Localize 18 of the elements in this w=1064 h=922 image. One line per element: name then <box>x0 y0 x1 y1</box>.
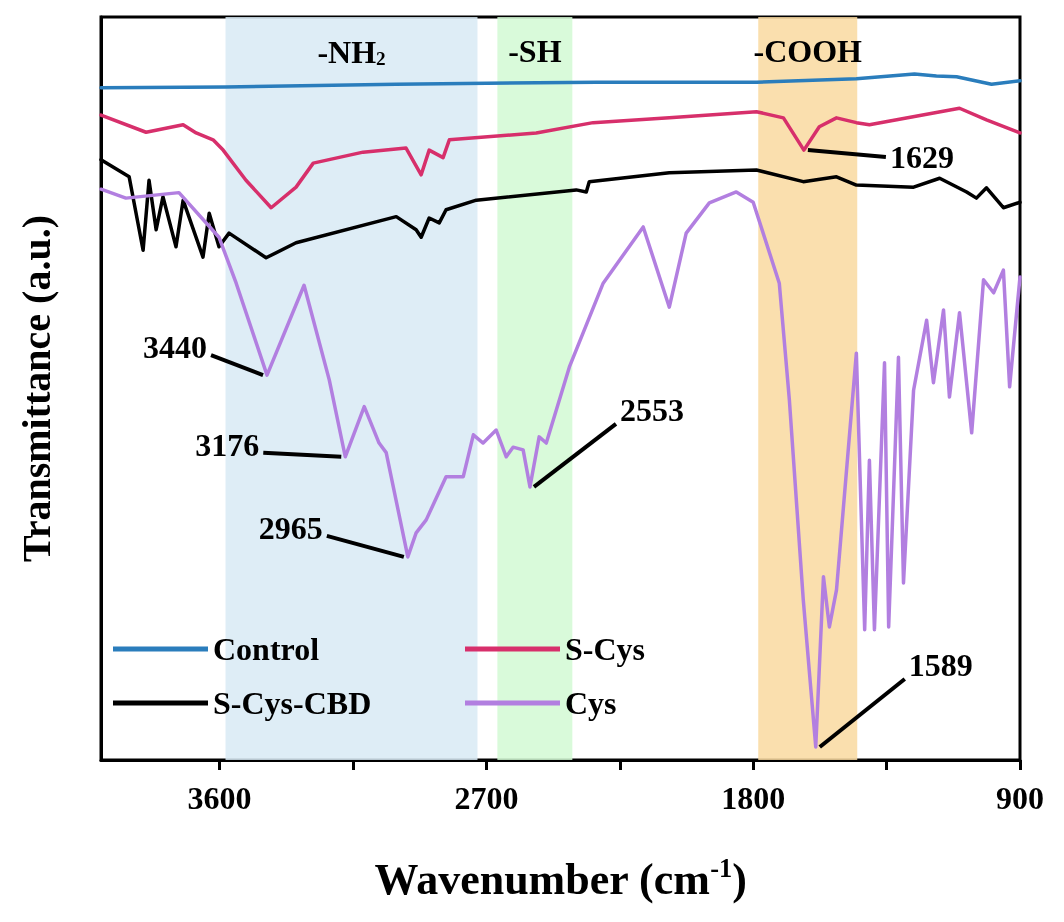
annotation: 2965 <box>258 509 323 546</box>
annotation: 1589 <box>908 646 973 683</box>
x-tick-label: 1800 <box>721 780 786 816</box>
x-tick-label: 2700 <box>454 780 519 816</box>
band-label: -SH <box>508 33 562 69</box>
y-axis-title: Transmittance (a.u.) <box>13 215 59 562</box>
band-label: -COOH <box>753 33 863 69</box>
x-tick-label: 3600 <box>187 780 252 816</box>
legend-label: S-Cys <box>565 631 646 667</box>
band-label: -NH2 <box>317 33 386 70</box>
annotation: 1629 <box>889 139 954 176</box>
annotation: 3176 <box>195 426 260 463</box>
annotation: 2553 <box>619 391 684 428</box>
x-tick-label: 900 <box>996 780 1044 816</box>
legend-label: Control <box>213 631 320 667</box>
annotation: 3440 <box>143 329 208 366</box>
legend-label: Cys <box>565 685 617 721</box>
legend-label: S-Cys-CBD <box>213 685 372 721</box>
